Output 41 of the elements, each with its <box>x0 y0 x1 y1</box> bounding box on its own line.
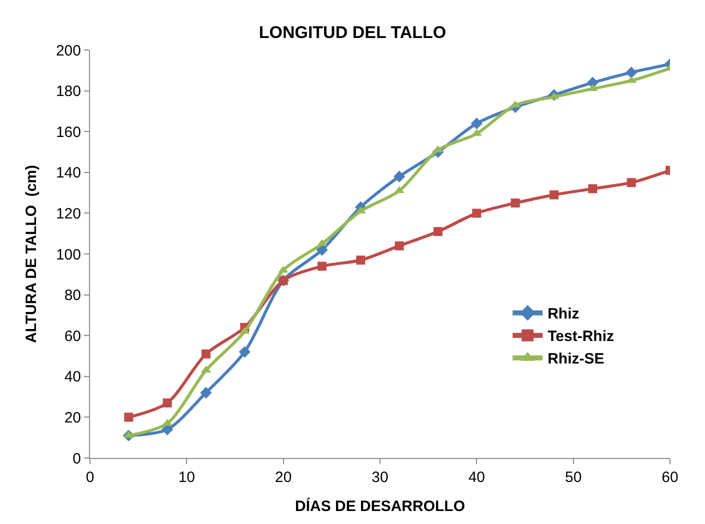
point <box>202 349 210 358</box>
point <box>356 256 366 265</box>
x-tick-label: 20 <box>274 469 292 486</box>
point <box>393 170 406 182</box>
y-tick-label: 180 <box>56 83 81 100</box>
point <box>124 412 134 422</box>
legend-label: Rhiz <box>548 306 580 323</box>
legend-label: Test-Rhiz <box>548 328 614 346</box>
legend-label: Rhiz-SE <box>548 350 604 368</box>
x-tick-label: 60 <box>662 469 678 486</box>
y-tick-label: 200 <box>56 42 81 60</box>
point <box>472 208 482 218</box>
y-tick-label: 20 <box>64 409 81 426</box>
y-tick-label: 160 <box>56 124 81 141</box>
point <box>394 241 404 250</box>
point <box>625 66 638 78</box>
x-tick-label: 40 <box>468 469 486 486</box>
x-tick-label: 30 <box>372 469 388 486</box>
point <box>200 386 212 399</box>
point <box>626 178 636 188</box>
point <box>550 190 558 200</box>
point <box>588 184 598 194</box>
point <box>434 227 442 236</box>
point <box>162 398 172 408</box>
point <box>510 198 520 208</box>
y-tick-label: 120 <box>56 205 81 222</box>
y-tick-label: 140 <box>56 164 81 182</box>
x-tick-label: 50 <box>564 469 582 486</box>
y-tick-label: 100 <box>56 246 81 264</box>
x-tick-label: 10 <box>178 469 196 486</box>
y-tick-label: 40 <box>64 368 81 386</box>
point <box>318 262 326 271</box>
y-tick-label: 80 <box>64 287 81 304</box>
point <box>470 118 483 130</box>
chart-title: LONGITUD DEL TALLO <box>258 23 446 42</box>
point <box>238 346 251 358</box>
x-tick-label: 0 <box>86 469 94 486</box>
y-tick-label: 0 <box>72 450 81 468</box>
y-tick-label: 60 <box>64 328 81 345</box>
x-axis-title: DÍAS DE DESARROLLO <box>294 497 466 515</box>
y-axis-title: ALTURA DE TALLO (cm) <box>23 164 40 344</box>
